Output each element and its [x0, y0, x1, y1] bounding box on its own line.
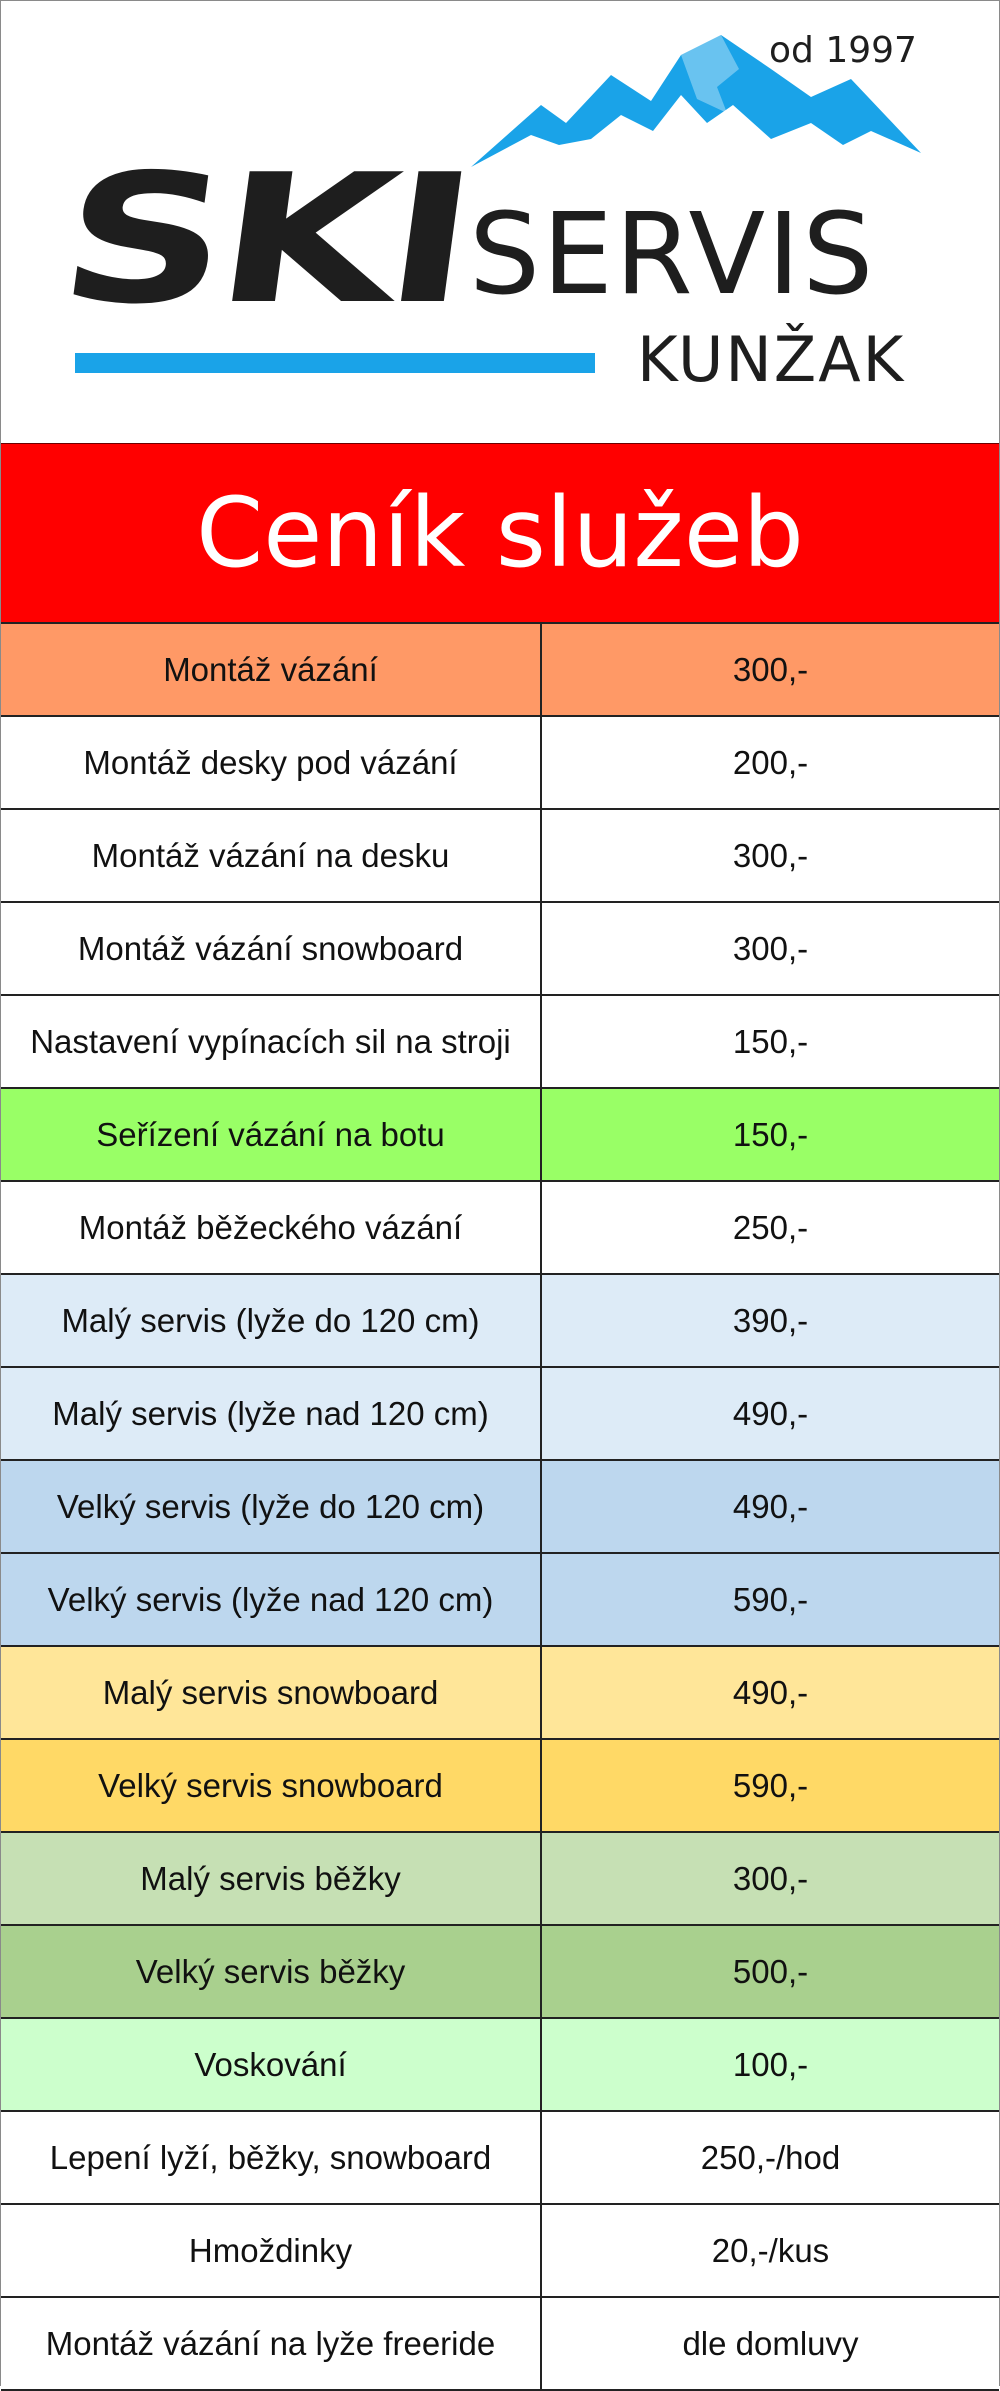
service-name: Montáž desky pod vázání — [1, 717, 542, 808]
service-price: 300,- — [732, 1859, 809, 1897]
service-name: Montáž vázání — [1, 624, 542, 715]
service-name: Voskování — [1, 2019, 542, 2110]
service-price: 300,- — [732, 650, 809, 688]
service-name: Nastavení vypínacích sil na stroji — [1, 996, 542, 1087]
service-name: Montáž běžeckého vázání — [1, 1182, 542, 1273]
service-price: 200,- — [732, 743, 809, 781]
service-price: 300,- — [732, 929, 809, 967]
table-row: Montáž běžeckého vázání 250,- — [1, 1182, 999, 1275]
table-row: Seřízení vázání na botu 150,- — [1, 1089, 999, 1182]
logo-header: od 1997 SKI SERVIS KUNŽAK — [1, 1, 999, 443]
logo-blue-underline — [75, 353, 595, 373]
service-name: Malý servis běžky — [1, 1833, 542, 1924]
table-row: Nastavení vypínacích sil na stroji 150,- — [1, 996, 999, 1089]
service-price: 590,- — [732, 1580, 809, 1618]
service-name: Montáž vázání snowboard — [1, 903, 542, 994]
service-name: Hmoždinky — [1, 2205, 542, 2296]
logo-servis-text: SERVIS — [469, 190, 876, 320]
service-price: 490,- — [732, 1394, 809, 1432]
service-price: 100,- — [732, 2045, 809, 2083]
service-price: 150,- — [732, 1115, 809, 1153]
service-name: Malý servis snowboard — [1, 1647, 542, 1738]
service-price: 500,- — [732, 1952, 809, 1990]
service-name: Velký servis běžky — [1, 1926, 542, 2017]
table-row: Hmoždinky 20,-/kus — [1, 2205, 999, 2298]
service-price: 150,- — [732, 1022, 809, 1060]
service-price: 300,- — [732, 836, 809, 874]
logo-place-text: KUNŽAK — [637, 323, 906, 396]
table-row: Malý servis snowboard 490,- — [1, 1647, 999, 1740]
logo-ski-text: SKI — [49, 136, 480, 343]
service-price: 390,- — [732, 1301, 809, 1339]
service-name: Malý servis (lyže do 120 cm) — [1, 1275, 542, 1366]
service-price: 490,- — [732, 1673, 809, 1711]
service-price: 590,- — [732, 1766, 809, 1804]
price-table: Montáž vázání 300,- Montáž desky pod vázán… — [1, 622, 999, 2391]
table-row: Montáž vázání na lyže freeride dle domluv… — [1, 2298, 999, 2391]
service-name: Montáž vázání na desku — [1, 810, 542, 901]
since-year-label: od 1997 — [769, 30, 917, 71]
table-row: Malý servis (lyže do 120 cm) 390,- — [1, 1275, 999, 1368]
page-title: Ceník služeb — [196, 477, 804, 589]
table-row: Montáž vázání snowboard 300,- — [1, 903, 999, 996]
service-price: 20,-/kus — [711, 2231, 830, 2269]
table-row: Montáž vázání na desku 300,- — [1, 810, 999, 903]
mountain-icon — [471, 35, 921, 167]
table-row: Velký servis (lyže nad 120 cm) 590,- — [1, 1554, 999, 1647]
service-price: 490,- — [732, 1487, 809, 1525]
service-name: Velký servis snowboard — [1, 1740, 542, 1831]
table-row: Velký servis běžky 500,- — [1, 1926, 999, 2019]
service-name: Montáž vázání na lyže freeride — [1, 2298, 542, 2389]
service-name: Velký servis (lyže nad 120 cm) — [1, 1554, 542, 1645]
service-price: dle domluvy — [682, 2324, 859, 2362]
table-row: Malý servis (lyže nad 120 cm) 490,- — [1, 1368, 999, 1461]
table-row: Voskování 100,- — [1, 2019, 999, 2112]
table-row: Montáž desky pod vázání 200,- — [1, 717, 999, 810]
table-row: Malý servis běžky 300,- — [1, 1833, 999, 1926]
table-row: Montáž vázání 300,- — [1, 624, 999, 717]
service-price: 250,-/hod — [700, 2138, 841, 2176]
table-row: Velký servis (lyže do 120 cm) 490,- — [1, 1461, 999, 1554]
table-row: Velký servis snowboard 590,- — [1, 1740, 999, 1833]
service-name: Velký servis (lyže do 120 cm) — [1, 1461, 542, 1552]
service-name: Seřízení vázání na botu — [1, 1089, 542, 1180]
service-price: 250,- — [732, 1208, 809, 1246]
title-banner: Ceník služeb — [1, 443, 999, 622]
service-name: Lepení lyží, běžky, snowboard — [1, 2112, 542, 2203]
table-row: Lepení lyží, běžky, snowboard 250,-/hod — [1, 2112, 999, 2205]
service-name: Malý servis (lyže nad 120 cm) — [1, 1368, 542, 1459]
